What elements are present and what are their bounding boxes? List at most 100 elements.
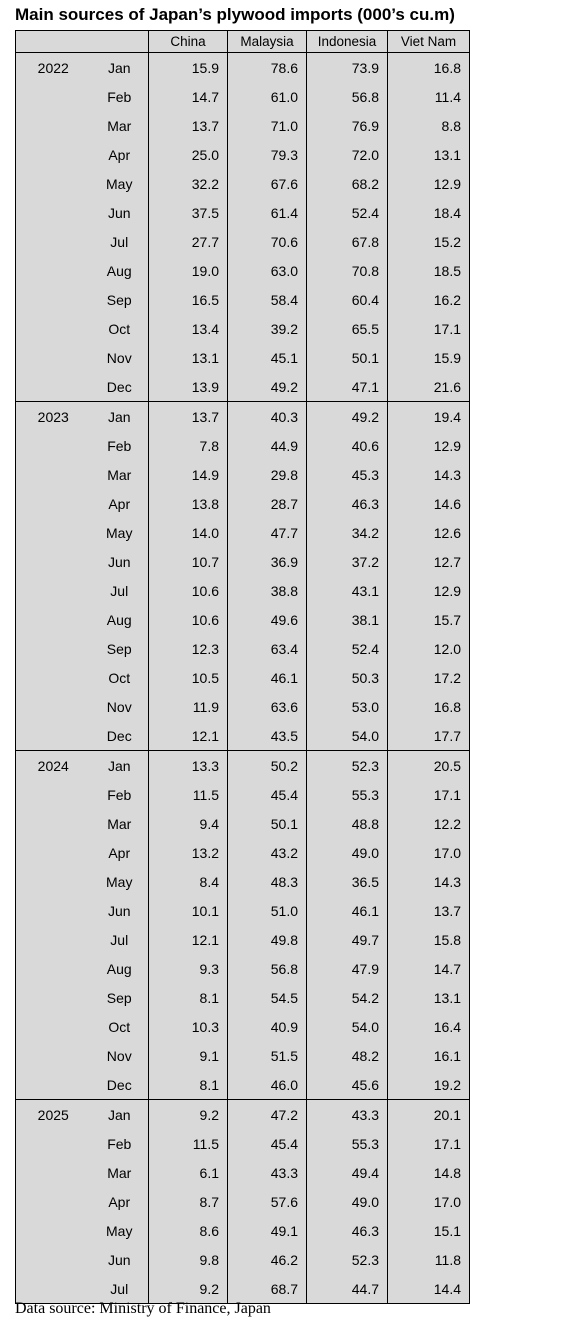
value-cell: 12.1 bbox=[148, 721, 228, 751]
value-cell: 15.9 bbox=[387, 343, 470, 372]
month-label: Apr bbox=[108, 495, 131, 512]
value-cell: 47.7 bbox=[227, 518, 307, 547]
month-label: May bbox=[106, 1222, 133, 1239]
value-cell: 63.0 bbox=[227, 256, 307, 285]
value-cell: 15.2 bbox=[387, 227, 470, 256]
value-cell: 8.7 bbox=[148, 1187, 228, 1216]
table-row: Dec 12.1 43.5 54.0 17.7 bbox=[16, 721, 470, 751]
value-cell: 13.9 bbox=[148, 372, 228, 402]
month-label: Jul bbox=[110, 931, 129, 948]
year-blank bbox=[16, 1012, 91, 1041]
year-blank bbox=[16, 256, 91, 285]
year-blank bbox=[16, 1216, 91, 1245]
value-cell: 48.8 bbox=[306, 809, 388, 838]
value-cell: 20.5 bbox=[387, 750, 470, 780]
value-cell: 17.1 bbox=[387, 780, 470, 809]
value-cell: 12.9 bbox=[387, 576, 470, 605]
value-cell: 16.1 bbox=[387, 1041, 470, 1070]
value-cell: 63.4 bbox=[227, 634, 307, 663]
value-cell: 19.0 bbox=[148, 256, 228, 285]
month-label: Sep bbox=[106, 640, 132, 657]
value-cell: 50.2 bbox=[227, 750, 307, 780]
table-row: Apr 13.2 43.2 49.0 17.0 bbox=[16, 838, 470, 867]
value-cell: 12.6 bbox=[387, 518, 470, 547]
value-cell: 28.7 bbox=[227, 489, 307, 518]
value-cell: 18.4 bbox=[387, 198, 470, 227]
year-label: 2024 bbox=[15, 750, 91, 780]
value-cell: 11.5 bbox=[148, 780, 228, 809]
value-cell: 13.1 bbox=[148, 343, 228, 372]
value-cell: 47.2 bbox=[227, 1099, 307, 1129]
year-blank bbox=[16, 634, 91, 663]
value-cell: 12.7 bbox=[387, 547, 470, 576]
value-cell: 45.4 bbox=[227, 780, 307, 809]
value-cell: 13.7 bbox=[387, 896, 470, 925]
value-cell: 40.9 bbox=[227, 1012, 307, 1041]
value-cell: 49.0 bbox=[306, 838, 388, 867]
month-label: Jul bbox=[110, 582, 129, 599]
value-cell: 67.8 bbox=[306, 227, 388, 256]
year-blank bbox=[16, 227, 91, 256]
year-blank bbox=[16, 983, 91, 1012]
year-blank bbox=[16, 576, 91, 605]
value-cell: 36.9 bbox=[227, 547, 307, 576]
year-blank bbox=[16, 169, 91, 198]
value-cell: 13.3 bbox=[148, 750, 228, 780]
value-cell: 72.0 bbox=[306, 140, 388, 169]
value-cell: 32.2 bbox=[148, 169, 228, 198]
month-label: Oct bbox=[108, 1018, 131, 1035]
table-row: Oct 10.5 46.1 50.3 17.2 bbox=[16, 663, 470, 692]
table-row: Feb 11.5 45.4 55.3 17.1 bbox=[16, 780, 470, 809]
table-row: May 8.6 49.1 46.3 15.1 bbox=[16, 1216, 470, 1245]
year-blank bbox=[16, 314, 91, 343]
value-cell: 37.2 bbox=[306, 547, 388, 576]
value-cell: 43.2 bbox=[227, 838, 307, 867]
value-cell: 15.7 bbox=[387, 605, 470, 634]
value-cell: 73.9 bbox=[306, 52, 388, 82]
table-row: Jun 9.8 46.2 52.3 11.8 bbox=[16, 1245, 470, 1274]
table-row: Mar 13.7 71.0 76.9 8.8 bbox=[16, 111, 470, 140]
value-cell: 60.4 bbox=[306, 285, 388, 314]
value-cell: 48.2 bbox=[306, 1041, 388, 1070]
month-label: Sep bbox=[106, 291, 132, 308]
value-cell: 57.6 bbox=[227, 1187, 307, 1216]
value-cell: 12.0 bbox=[387, 634, 470, 663]
value-cell: 17.2 bbox=[387, 663, 470, 692]
month-label: Apr bbox=[108, 844, 131, 861]
value-cell: 10.6 bbox=[148, 605, 228, 634]
table-row: Oct 10.3 40.9 54.0 16.4 bbox=[16, 1012, 470, 1041]
year-blank bbox=[16, 954, 91, 983]
table-row: Apr 8.7 57.6 49.0 17.0 bbox=[16, 1187, 470, 1216]
value-cell: 45.4 bbox=[227, 1129, 307, 1158]
value-cell: 13.1 bbox=[387, 983, 470, 1012]
value-cell: 13.2 bbox=[148, 838, 228, 867]
value-cell: 16.2 bbox=[387, 285, 470, 314]
footer: Data source: Ministry of Finance, Japan bbox=[15, 1300, 271, 1317]
table-row: Jul 10.6 38.8 43.1 12.9 bbox=[16, 576, 470, 605]
table-row: Feb 7.8 44.9 40.6 12.9 bbox=[16, 431, 470, 460]
value-cell: 40.3 bbox=[227, 401, 307, 431]
value-cell: 6.1 bbox=[148, 1158, 228, 1187]
column-header: Indonesia bbox=[306, 30, 388, 53]
year-blank bbox=[16, 547, 91, 576]
value-cell: 17.0 bbox=[387, 838, 470, 867]
value-cell: 38.1 bbox=[306, 605, 388, 634]
value-cell: 47.9 bbox=[306, 954, 388, 983]
table-row: Jun 37.5 61.4 52.4 18.4 bbox=[16, 198, 470, 227]
value-cell: 25.0 bbox=[148, 140, 228, 169]
value-cell: 11.4 bbox=[387, 82, 470, 111]
year-blank bbox=[16, 82, 91, 111]
month-label: Sep bbox=[106, 989, 132, 1006]
month-label: Mar bbox=[107, 466, 132, 483]
value-cell: 10.7 bbox=[148, 547, 228, 576]
table-row: Feb 11.5 45.4 55.3 17.1 bbox=[16, 1129, 470, 1158]
year-label: 2022 bbox=[37, 59, 69, 76]
value-cell: 54.0 bbox=[306, 1012, 388, 1041]
value-cell: 13.4 bbox=[148, 314, 228, 343]
year-blank bbox=[16, 1041, 91, 1070]
month-label: Aug bbox=[106, 262, 132, 279]
year-blank bbox=[16, 489, 91, 518]
value-cell: 54.0 bbox=[306, 721, 388, 751]
value-cell: 79.3 bbox=[227, 140, 307, 169]
